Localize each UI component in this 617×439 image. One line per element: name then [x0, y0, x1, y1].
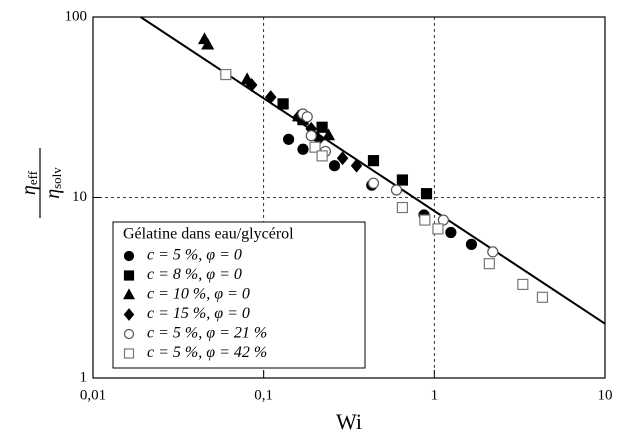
marker: [390, 184, 403, 196]
y-label-top: ηeff: [18, 170, 40, 195]
x-tick-label: 10: [598, 387, 613, 403]
marker: [420, 188, 433, 200]
legend-label: c = 10 %, φ = 0: [147, 286, 250, 303]
marker: [316, 150, 328, 162]
plot-frame: [92, 16, 606, 379]
y-label-bottom-sub: solv: [49, 167, 64, 189]
y-axis-label: ηeff ηsolv: [18, 148, 64, 218]
y-label-bottom: ηsolv: [42, 167, 64, 199]
y-label-top-sub: eff: [25, 170, 40, 185]
legend-label: c = 5 %, φ = 42 %: [147, 344, 267, 361]
legend: Gélatine dans eau/glycérol c = 5 %, φ = 0…: [112, 221, 366, 369]
marker: [309, 141, 321, 153]
marker: [264, 90, 277, 105]
y-tick-label: 10: [72, 189, 87, 205]
marker: [445, 226, 457, 239]
marker: [245, 78, 258, 92]
marker: [350, 158, 363, 173]
marker: [277, 98, 289, 110]
x-tick-label: 0,01: [80, 387, 106, 403]
marker: [396, 201, 409, 214]
marker: [123, 348, 135, 359]
fit-line: [140, 16, 606, 325]
legend-label: c = 8 %, φ = 0: [147, 266, 242, 283]
x-tick-label: 0,1: [254, 387, 273, 403]
marker: [283, 133, 295, 145]
legend-title: Gélatine dans eau/glycérol: [123, 226, 294, 243]
y-tick-label: 100: [65, 8, 88, 24]
marker: [432, 223, 444, 235]
marker: [487, 246, 499, 258]
marker: [305, 130, 317, 142]
marker: [396, 174, 409, 186]
marker: [316, 121, 328, 133]
marker: [123, 250, 135, 262]
y-label-top-symbol: η: [18, 185, 40, 195]
marker: [483, 258, 495, 270]
marker: [419, 214, 431, 226]
marker: [123, 270, 135, 281]
legend-label: c = 5 %, φ = 0: [147, 247, 242, 264]
marker: [123, 328, 135, 340]
legend-label: c = 15 %, φ = 0: [147, 305, 250, 322]
marker: [301, 111, 313, 123]
marker: [536, 291, 549, 303]
marker: [367, 155, 380, 167]
x-tick-label: 1: [431, 387, 439, 403]
marker: [123, 288, 135, 300]
marker: [465, 238, 478, 250]
marker: [201, 37, 215, 50]
marker: [336, 151, 349, 166]
legend-label: c = 5 %, φ = 21 %: [147, 325, 267, 342]
marker: [322, 128, 336, 141]
marker: [297, 143, 309, 155]
marker: [517, 278, 529, 291]
marker: [123, 308, 135, 321]
y-label-bottom-symbol: η: [42, 189, 64, 199]
marker: [367, 177, 380, 189]
marker: [220, 68, 232, 81]
legend-box: [112, 221, 366, 369]
y-tick-label: 1: [80, 369, 88, 385]
marker: [328, 160, 341, 172]
x-axis-label: Wi: [336, 409, 362, 434]
